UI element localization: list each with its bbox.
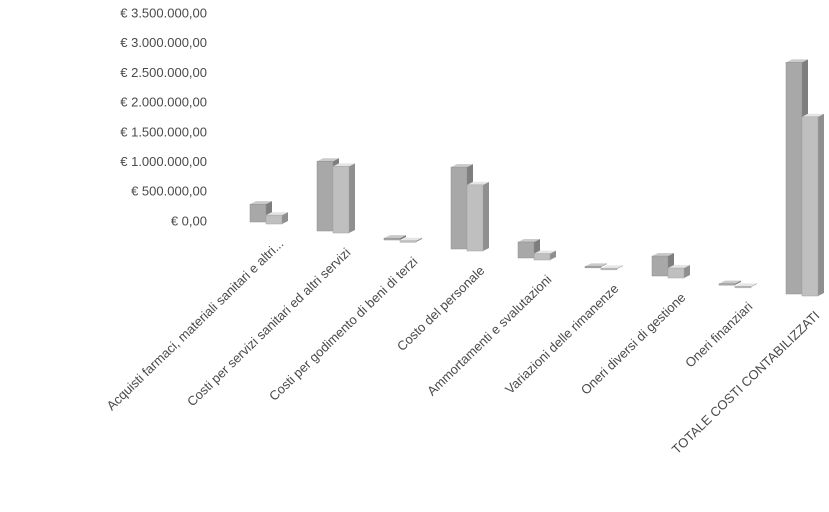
bar-top: [317, 158, 339, 162]
bar-front: [383, 237, 401, 241]
bar-front: [249, 203, 267, 223]
bar-top: [719, 280, 741, 284]
bar-side: [617, 265, 623, 269]
bar-top: [786, 59, 808, 63]
bar-top: [451, 164, 473, 168]
bar-front: [399, 240, 417, 243]
bar-side: [400, 235, 406, 240]
bar-side: [818, 113, 824, 296]
bar: [265, 212, 288, 225]
x-tick-label: TOTALE COSTI CONTABILIZZATI: [669, 308, 823, 457]
bar-top: [518, 238, 540, 242]
bar-side: [282, 212, 288, 224]
bar-side: [601, 263, 607, 267]
bar-front: [801, 116, 819, 297]
bar-front: [718, 283, 736, 286]
bar-top: [250, 201, 272, 205]
bar-top: [601, 265, 623, 269]
bar-side: [550, 250, 556, 260]
bar-top: [400, 237, 422, 241]
bar: [584, 263, 607, 269]
y-tick-label: € 1.500.000,00: [120, 124, 207, 139]
x-tick-label: Ammortamenti e svalutazioni: [424, 272, 555, 399]
bar-front: [517, 241, 535, 259]
bar-front: [734, 286, 752, 289]
bar-side: [416, 237, 422, 242]
bar: [718, 280, 741, 286]
bar-top: [534, 250, 556, 254]
y-tick-label: € 2.000.000,00: [120, 95, 207, 110]
bar-front: [450, 166, 468, 250]
bar-front: [466, 184, 484, 252]
bar-side: [751, 283, 757, 287]
bar-front: [265, 214, 283, 225]
bar-front: [332, 166, 350, 234]
bar-top: [333, 163, 355, 167]
y-tick-label: € 1.000.000,00: [120, 154, 207, 169]
x-tick-label: Costi per servizi sanitari ed altri serv…: [184, 245, 354, 409]
bar: [533, 250, 556, 261]
bar-front: [667, 267, 685, 279]
bar-top: [735, 283, 757, 287]
bar-front: [785, 62, 803, 295]
bar-front: [316, 161, 334, 232]
bar-top: [652, 253, 674, 257]
bar-top: [668, 265, 690, 269]
y-tick-label: € 500.000,00: [131, 184, 207, 199]
bar-front: [651, 255, 669, 277]
bar-top: [802, 113, 824, 117]
y-tick-label: € 2.500.000,00: [120, 65, 207, 80]
bar: [667, 265, 690, 279]
bar: [801, 113, 824, 297]
bar: [466, 181, 489, 252]
y-tick-label: € 0,00: [171, 213, 207, 228]
bar-side: [684, 265, 690, 278]
bar-top: [467, 181, 489, 185]
bar: [734, 283, 757, 289]
y-tick-label: € 3.500.000,00: [120, 5, 207, 20]
bar: [399, 237, 422, 243]
bar-front: [600, 268, 618, 271]
bar: [383, 235, 406, 241]
bar: [332, 163, 355, 234]
bar-top: [585, 263, 607, 267]
x-tick-label: Oneri finanziari: [682, 299, 755, 371]
bar: [600, 265, 623, 271]
x-tick-label: Costi per godimento di beni di terzi: [266, 254, 420, 404]
bar-front: [533, 253, 551, 261]
bar-top: [266, 212, 288, 216]
bar-front: [584, 266, 602, 269]
bar-side: [349, 163, 355, 233]
bar-side: [735, 280, 741, 285]
bar-top: [384, 235, 406, 239]
y-tick-label: € 3.000.000,00: [120, 35, 207, 50]
bar-side: [483, 181, 489, 251]
